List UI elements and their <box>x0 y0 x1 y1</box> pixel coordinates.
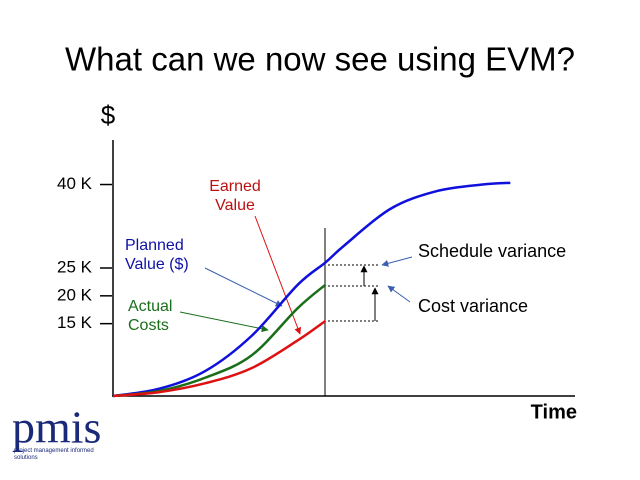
series-line <box>112 319 327 398</box>
y-tick-label: 20 K <box>57 285 93 304</box>
pointer <box>204 267 283 307</box>
x-axis-label: Time <box>531 401 577 423</box>
y-tick-label: 25 K <box>57 257 93 276</box>
series-line <box>112 181 511 398</box>
logo: pmis <box>12 402 101 453</box>
pointer <box>387 285 411 303</box>
pointer <box>254 215 302 335</box>
pointer <box>381 256 413 267</box>
slide-title: What can we now see using EVM? <box>65 41 575 78</box>
series-label: Planned Value ($) <box>125 237 189 273</box>
annotation: Cost variance <box>418 296 528 316</box>
pointer <box>179 311 269 333</box>
y-tick-label: 40 K <box>57 174 93 193</box>
series-label: Actual Costs <box>128 298 173 334</box>
series-label: Earned Value <box>209 178 261 214</box>
annotation: Schedule variance <box>418 241 566 261</box>
y-tick-label: 15 K <box>57 313 93 332</box>
logo-tagline: project management informed solutions <box>14 448 94 461</box>
y-axis-label: $ <box>101 100 116 130</box>
